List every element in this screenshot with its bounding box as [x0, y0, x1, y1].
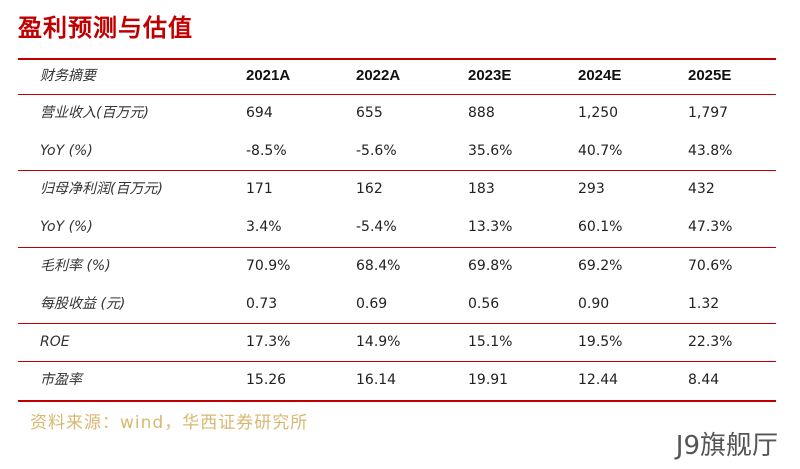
page-title: 盈利预测与估值 [18, 14, 193, 42]
cell-value: 19.91 [468, 372, 509, 388]
cell-value: 43.8% [688, 143, 733, 159]
table-row: YoY (%) 3.4% -5.4% 13.3% 60.1% 47.3% [18, 209, 776, 245]
row-label: 营业收入(百万元) [40, 105, 149, 121]
cell-value: 17.3% [246, 334, 291, 350]
cell-value: 8.44 [688, 372, 720, 388]
cell-value: 183 [468, 181, 495, 197]
cell-value: 3.4% [246, 219, 282, 235]
row-label: 市盈率 [40, 372, 82, 388]
row-label: 毛利率 (%) [40, 258, 111, 274]
cell-value: 432 [688, 181, 715, 197]
cell-value: 35.6% [468, 143, 513, 159]
cell-value: 0.69 [356, 296, 388, 312]
cell-value: 15.26 [246, 372, 287, 388]
cell-value: 16.14 [356, 372, 397, 388]
cell-value: 40.7% [578, 143, 623, 159]
table-row: ROE 17.3% 14.9% 15.1% 19.5% 22.3% [18, 324, 776, 360]
cell-value: 0.73 [246, 296, 278, 312]
cell-value: 70.9% [246, 258, 291, 274]
cell-value: 47.3% [688, 219, 733, 235]
cell-value: 13.3% [468, 219, 513, 235]
cell-value: 15.1% [468, 334, 513, 350]
cell-value: 22.3% [688, 334, 733, 350]
cell-value: 1,250 [578, 105, 619, 121]
cell-value: 68.4% [356, 258, 401, 274]
cell-value: 1,797 [688, 105, 729, 121]
cell-value: 12.44 [578, 372, 619, 388]
year-header: 2023E [468, 67, 512, 84]
row-label: YoY (%) [40, 143, 93, 159]
row-label: ROE [40, 334, 70, 350]
cell-value: 293 [578, 181, 605, 197]
group-divider [18, 170, 776, 171]
table-row: 市盈率 15.26 16.14 19.91 12.44 8.44 [18, 362, 776, 398]
table-row: 毛利率 (%) 70.9% 68.4% 69.8% 69.2% 70.6% [18, 248, 776, 284]
table-header: 财务摘要 2021A 2022A 2023E 2024E 2025E [18, 58, 776, 94]
cell-value: 60.1% [578, 219, 623, 235]
cell-value: 69.8% [468, 258, 513, 274]
cell-value: 655 [356, 105, 383, 121]
top-rule [18, 58, 776, 60]
cell-value: -8.5% [246, 143, 287, 159]
cell-value: 14.9% [356, 334, 401, 350]
cell-value: 19.5% [578, 334, 623, 350]
year-header: 2025E [688, 67, 732, 84]
cell-value: 70.6% [688, 258, 733, 274]
row-label: 归母净利润(百万元) [40, 181, 163, 197]
cell-value: 694 [246, 105, 273, 121]
cell-value: 0.56 [468, 296, 500, 312]
row-label: 每股收益 (元) [40, 296, 126, 312]
table-row: YoY (%) -8.5% -5.6% 35.6% 40.7% 43.8% [18, 133, 776, 169]
table-row: 每股收益 (元) 0.73 0.69 0.56 0.90 1.32 [18, 286, 776, 322]
group-divider [18, 247, 776, 248]
year-header: 2024E [578, 67, 622, 84]
cell-value: 0.90 [578, 296, 610, 312]
header-rule [18, 94, 776, 95]
cell-value: 171 [246, 181, 273, 197]
watermark: J9旗舰厅 [675, 431, 778, 461]
cell-value: 888 [468, 105, 495, 121]
cell-value: -5.6% [356, 143, 397, 159]
cell-value: 69.2% [578, 258, 623, 274]
group-divider [18, 323, 776, 324]
cell-value: -5.4% [356, 219, 397, 235]
cell-value: 1.32 [688, 296, 720, 312]
table-row: 营业收入(百万元) 694 655 888 1,250 1,797 [18, 95, 776, 131]
year-header: 2021A [246, 67, 291, 84]
table-row: 归母净利润(百万元) 171 162 183 293 432 [18, 171, 776, 207]
source-note: 资料来源：wind，华西证券研究所 [30, 413, 309, 433]
group-divider [18, 361, 776, 362]
header-label: 财务摘要 [40, 68, 96, 84]
year-header: 2022A [356, 67, 401, 84]
cell-value: 162 [356, 181, 383, 197]
row-label: YoY (%) [40, 219, 93, 235]
bottom-rule [18, 400, 776, 402]
